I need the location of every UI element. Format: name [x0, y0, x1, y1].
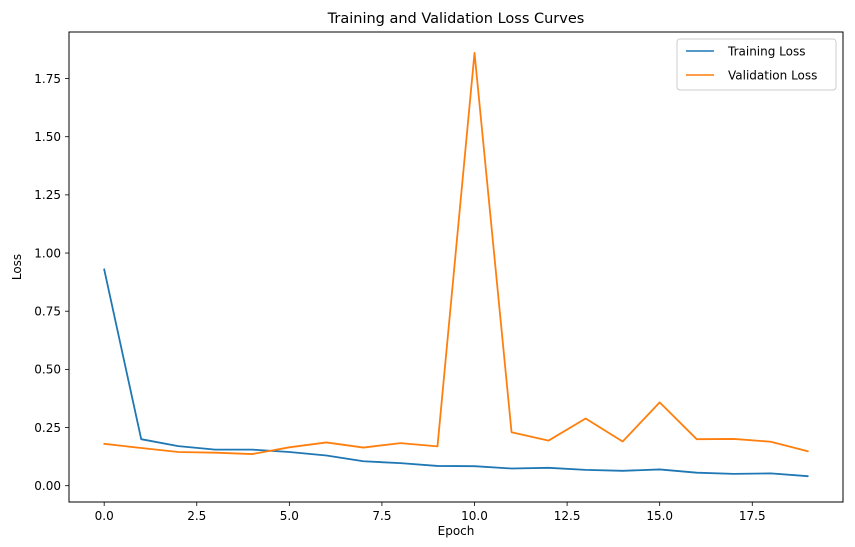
y-tick-label: 1.00: [34, 246, 61, 260]
x-tick-label: 17.5: [739, 509, 766, 523]
x-tick-label: 0.0: [95, 509, 114, 523]
x-tick-label: 12.5: [554, 509, 581, 523]
x-tick-label: 7.5: [372, 509, 391, 523]
x-tick-label: 5.0: [280, 509, 299, 523]
validation-loss-line: [103, 52, 809, 455]
x-tick-label: 10.0: [461, 509, 488, 523]
tick-layer: 0.0 2.5 5.0 7.5 10.0 12.5 15.0 17.5 0.00 0.25 0.50…: [34, 72, 765, 523]
y-axis-label: Loss: [10, 254, 24, 280]
y-tick-label: 0.75: [34, 305, 61, 319]
legend-label-validation: Validation Loss: [728, 69, 817, 83]
legend: Training Loss Validation Loss: [676, 38, 837, 91]
x-axis-label: Epoch: [438, 524, 475, 538]
x-tick-label: 2.5: [187, 509, 206, 523]
x-tick-label: 15.0: [646, 509, 673, 523]
plot-area: [69, 32, 843, 502]
series-layer: [103, 52, 809, 478]
chart-title: Training and Validation Loss Curves: [327, 11, 585, 27]
y-tick-label: 0.25: [34, 421, 61, 435]
y-tick-label: 0.00: [34, 479, 61, 493]
legend-box: [676, 38, 837, 91]
y-tick-label: 1.25: [34, 188, 61, 202]
y-tick-label: 1.50: [34, 130, 61, 144]
training-loss-line: [103, 268, 809, 478]
legend-label-training: Training Loss: [727, 45, 805, 59]
y-tick-label: 1.75: [34, 72, 61, 86]
axes-frame: [68, 31, 844, 503]
y-tick-label: 0.50: [34, 363, 61, 377]
